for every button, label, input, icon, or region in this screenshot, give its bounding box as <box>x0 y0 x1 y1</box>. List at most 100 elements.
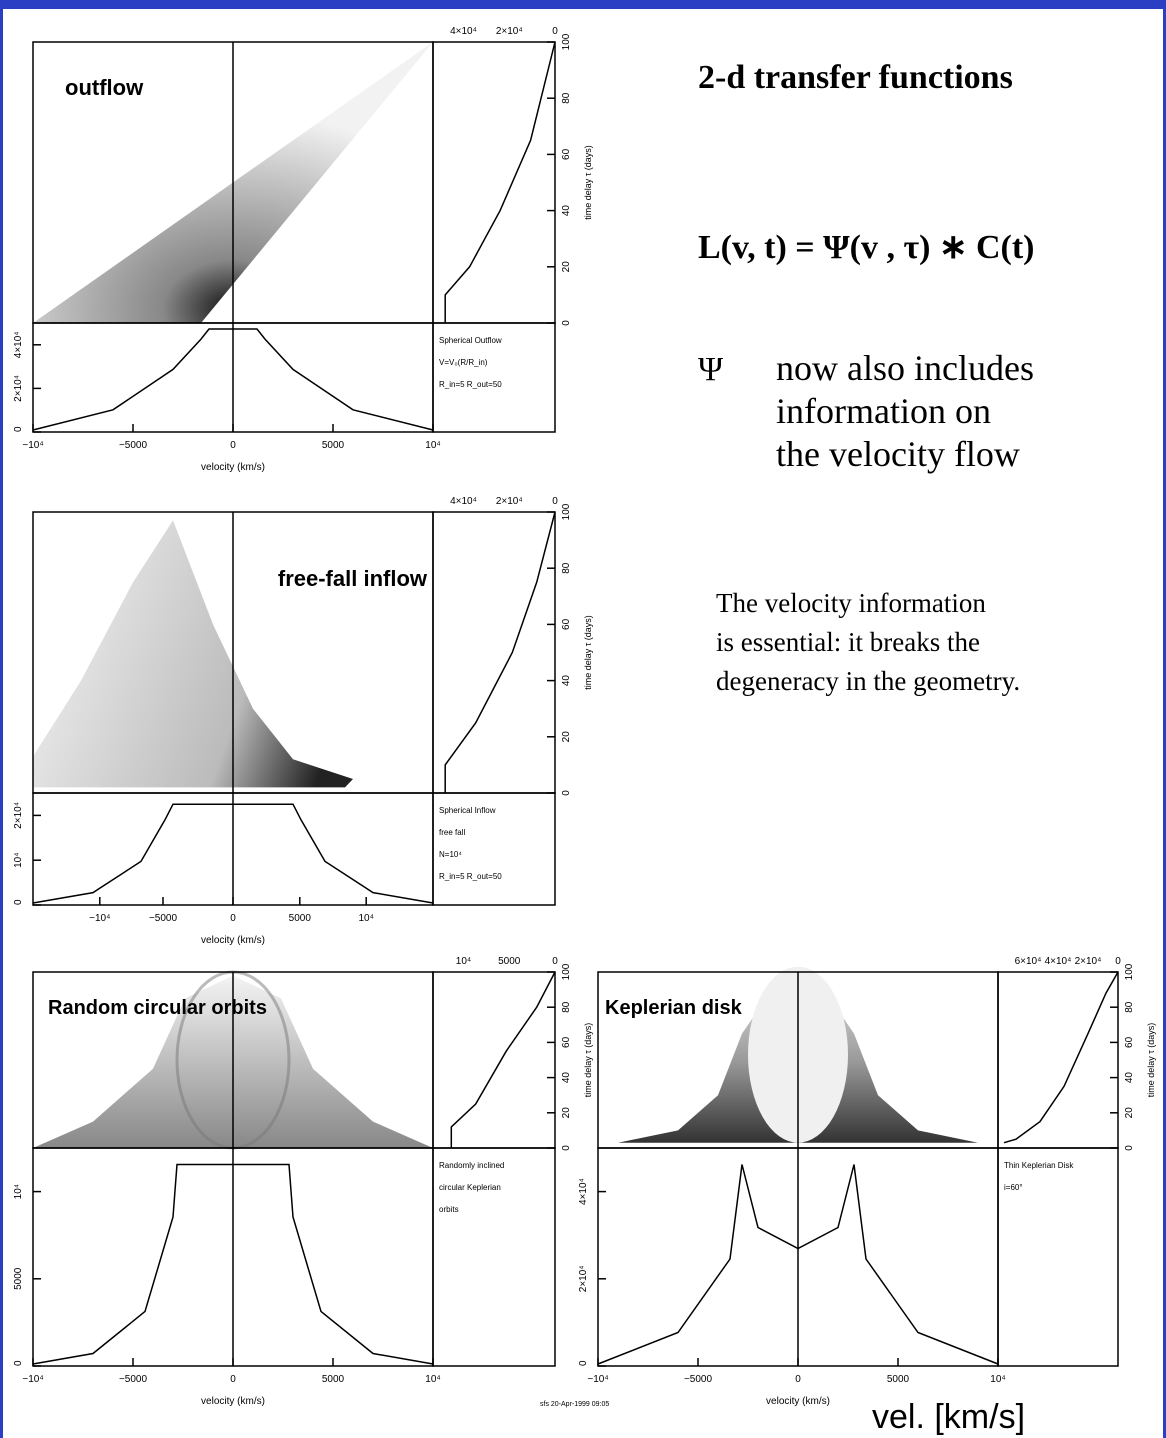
x-tick-label: −10⁴ <box>587 1374 608 1385</box>
velocity-note-line: degeneracy in the geometry. <box>716 666 1020 696</box>
delay-tick-label: 40 <box>1124 1072 1135 1084</box>
legend-frame <box>432 792 556 906</box>
panel-label: outflow <box>65 75 144 100</box>
top-tick-label: 0 <box>1115 956 1121 967</box>
legend-line: i=60° <box>1004 1183 1023 1192</box>
legend-line: V=V₀(R/R_in) <box>439 358 488 367</box>
delay-tick-label: 0 <box>561 1145 572 1151</box>
x-tick-label: −5000 <box>119 440 148 451</box>
top-tick-label: 2×10⁴ <box>496 496 523 507</box>
x-tick-label: 0 <box>230 1374 236 1385</box>
x-tick-label: −5000 <box>119 1374 148 1385</box>
equation: L(v, t) = Ψ(v , τ) ∗ C(t) <box>698 229 1034 266</box>
left-border <box>0 0 3 1438</box>
delay-tick-label: 100 <box>1124 963 1135 980</box>
flux-tick-label: 5000 <box>13 1267 24 1290</box>
delay-tick-label: 0 <box>1124 1145 1135 1151</box>
footer-axis-label: vel. [km/s] <box>872 1398 1025 1436</box>
legend-line: circular Keplerian <box>439 1183 501 1192</box>
x-axis-label: velocity (km/s) <box>201 1396 265 1407</box>
slide-title: 2-d transfer functions <box>698 59 1013 96</box>
legend-line: R_in=5 R_out=50 <box>439 872 502 881</box>
delay-tick-label: 40 <box>561 1072 572 1084</box>
delay-curve <box>450 971 556 1148</box>
flux-tick-label: 0 <box>13 899 24 905</box>
delay-tick-label: 60 <box>1124 1036 1135 1048</box>
line-profile <box>32 803 434 904</box>
x-tick-label: 5000 <box>289 913 312 924</box>
flux-tick-label: 0 <box>13 1360 24 1366</box>
delay-tick-label: 60 <box>561 1036 572 1048</box>
flux-tick-label: 4×10⁴ <box>578 1178 589 1205</box>
delay-tick-label: 100 <box>561 963 572 980</box>
legend-frame <box>432 322 556 433</box>
delay-tick-label: 60 <box>561 148 572 160</box>
legend-line: free fall <box>439 828 465 837</box>
x-tick-label: 0 <box>230 913 236 924</box>
legend-line: orbits <box>439 1205 459 1214</box>
line-profile <box>32 1163 434 1365</box>
delay-tick-label: 80 <box>561 1001 572 1013</box>
velocity-note-line: is essential: it breaks the <box>716 627 980 657</box>
delay-axis-label: time delay τ (days) <box>583 615 593 690</box>
psi-note-line: now also includes <box>776 348 1034 388</box>
flux-tick-label: 10⁴ <box>13 852 24 867</box>
x-tick-label: −10⁴ <box>89 913 110 924</box>
line-profile <box>597 1164 999 1365</box>
x-tick-label: 5000 <box>322 440 345 451</box>
delay-tick-label: 20 <box>561 261 572 273</box>
x-tick-label: −5000 <box>684 1374 713 1385</box>
x-tick-label: 0 <box>230 440 236 451</box>
psi-symbol: Ψ <box>698 351 723 388</box>
delay-curve <box>1003 971 1119 1144</box>
delay-tick-label: 20 <box>1124 1107 1135 1119</box>
x-tick-label: 10⁴ <box>425 440 440 451</box>
x-tick-label: −5000 <box>149 913 178 924</box>
legend-line: Spherical Inflow <box>439 806 496 815</box>
x-tick-label: 5000 <box>887 1374 910 1385</box>
flux-tick-label: 2×10⁴ <box>13 375 24 402</box>
x-tick-label: −10⁴ <box>22 440 43 451</box>
x-tick-label: 10⁴ <box>358 913 373 924</box>
x-axis-label: velocity (km/s) <box>201 935 265 946</box>
delay-tick-label: 0 <box>561 790 572 796</box>
delay-tick-label: 100 <box>561 33 572 50</box>
x-tick-label: 0 <box>795 1374 801 1385</box>
right-border <box>1163 0 1166 1438</box>
legend-line: Thin Keplerian Disk <box>1004 1161 1074 1170</box>
flux-tick-label: 0 <box>13 426 24 432</box>
x-axis-label: velocity (km/s) <box>766 1396 830 1407</box>
psi-note-line: information on <box>776 391 991 431</box>
flux-tick-label: 10⁴ <box>13 1184 24 1199</box>
delay-curve <box>444 41 556 323</box>
panel-label: free-fall inflow <box>278 566 428 591</box>
top-tick-label: 4×10⁴ <box>450 496 477 507</box>
x-tick-label: 5000 <box>322 1374 345 1385</box>
credit: sfs 20-Apr-1999 09:05 <box>540 1401 609 1408</box>
delay-tick-label: 100 <box>561 503 572 520</box>
x-tick-label: 10⁴ <box>425 1374 440 1385</box>
panel-label: Random circular orbits <box>48 997 267 1019</box>
psi-note-line: the velocity flow <box>776 434 1020 474</box>
delay-tick-label: 80 <box>561 562 572 574</box>
delay-tick-label: 80 <box>1124 1001 1135 1013</box>
delay-tick-label: 40 <box>561 205 572 217</box>
x-tick-label: −10⁴ <box>22 1374 43 1385</box>
delay-tick-label: 0 <box>561 320 572 326</box>
flux-tick-label: 0 <box>578 1360 589 1366</box>
flux-tick-label: 2×10⁴ <box>578 1265 589 1292</box>
legend-line: Spherical Outflow <box>439 336 502 345</box>
legend-line: Randomly inclined <box>439 1161 504 1170</box>
panel-label: Keplerian disk <box>605 997 743 1019</box>
top-tick-label: 2×10⁴ <box>1075 956 1102 967</box>
top-border <box>0 0 1166 9</box>
delay-tick-label: 80 <box>561 92 572 104</box>
delay-tick-label: 20 <box>561 731 572 743</box>
delay-curve <box>444 511 556 793</box>
top-tick-label: 10⁴ <box>456 956 471 967</box>
delay-axis-label: time delay τ (days) <box>583 145 593 220</box>
top-tick-label: 2×10⁴ <box>496 26 523 37</box>
delay-axis-label: time delay τ (days) <box>583 1023 593 1098</box>
top-tick-label: 0 <box>552 496 558 507</box>
